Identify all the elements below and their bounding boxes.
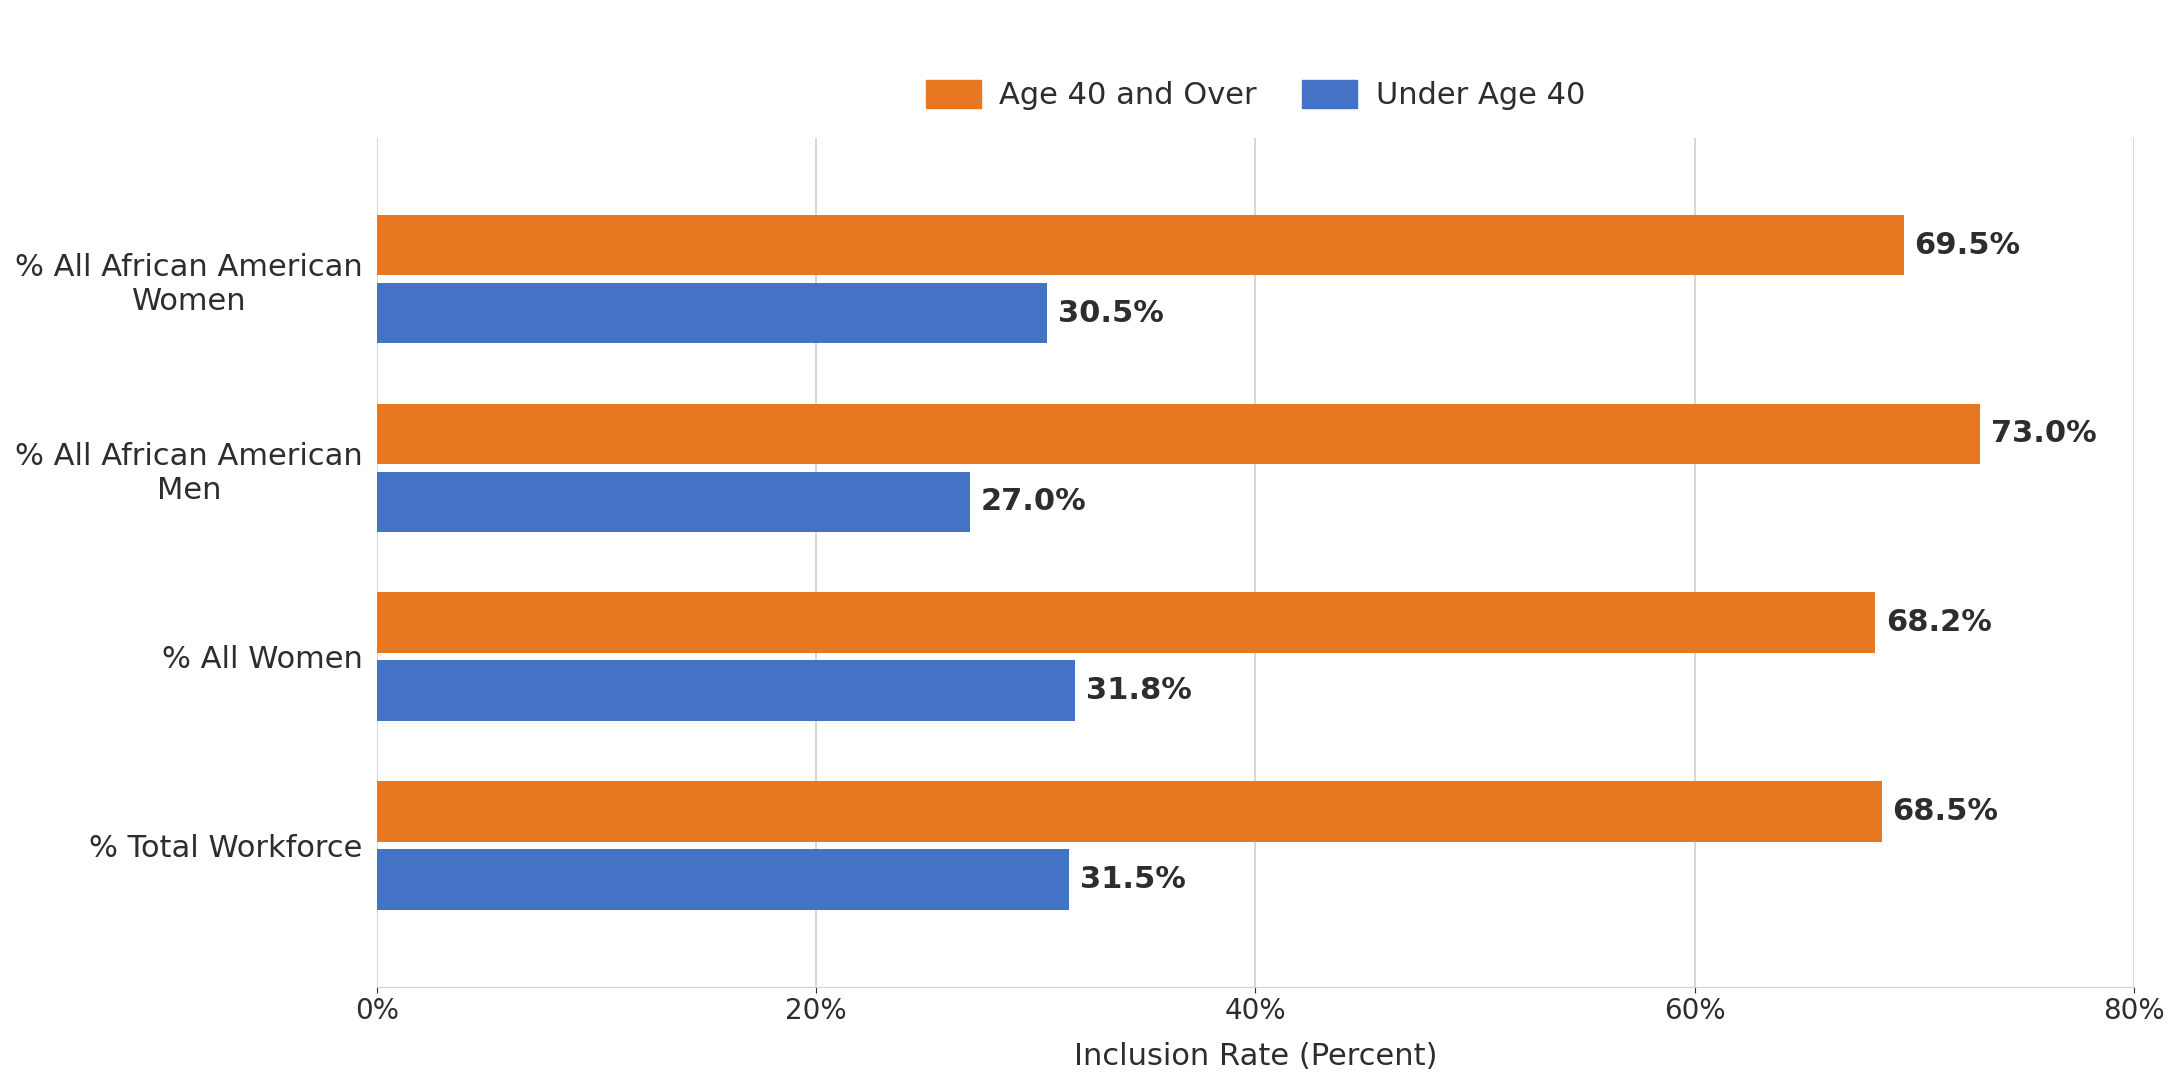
Bar (377, 283, 1046, 343)
Text: 73.0%: 73.0% (1990, 419, 2097, 449)
Text: 30.5%: 30.5% (1057, 299, 1164, 328)
Text: 68.2%: 68.2% (1886, 608, 1993, 637)
Bar (377, 849, 1068, 910)
Text: 69.5%: 69.5% (1914, 230, 2021, 260)
Bar (377, 215, 1903, 276)
Bar (377, 404, 1979, 464)
Text: 31.5%: 31.5% (1079, 864, 1186, 894)
Bar (377, 660, 1075, 721)
X-axis label: Inclusion Rate (Percent): Inclusion Rate (Percent) (1075, 1041, 1437, 1071)
Text: 31.8%: 31.8% (1086, 677, 1192, 705)
Legend: Age 40 and Over, Under Age 40: Age 40 and Over, Under Age 40 (913, 68, 1598, 123)
Bar (377, 471, 970, 532)
Bar (377, 593, 1875, 653)
Bar (377, 781, 1881, 842)
Text: 27.0%: 27.0% (981, 488, 1086, 516)
Text: 68.5%: 68.5% (1892, 797, 1999, 825)
